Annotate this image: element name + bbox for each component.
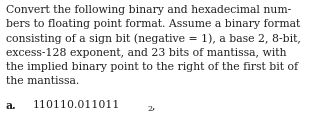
- Text: consisting of a sign bit (negative = 1), a base 2, 8-bit,: consisting of a sign bit (negative = 1),…: [6, 33, 300, 44]
- Text: Convert the following binary and hexadecimal num-: Convert the following binary and hexadec…: [6, 5, 291, 15]
- Text: bers to floating point format. Assume a binary format: bers to floating point format. Assume a …: [6, 19, 300, 29]
- Text: the mantissa.: the mantissa.: [6, 75, 79, 85]
- Text: the implied binary point to the right of the first bit of: the implied binary point to the right of…: [6, 61, 298, 71]
- Text: 110110.011011: 110110.011011: [33, 99, 120, 109]
- Text: ,: ,: [152, 99, 155, 109]
- Text: a.: a.: [6, 99, 16, 110]
- Text: 2: 2: [148, 104, 153, 112]
- Text: excess-128 exponent, and 23 bits of mantissa, with: excess-128 exponent, and 23 bits of mant…: [6, 47, 286, 57]
